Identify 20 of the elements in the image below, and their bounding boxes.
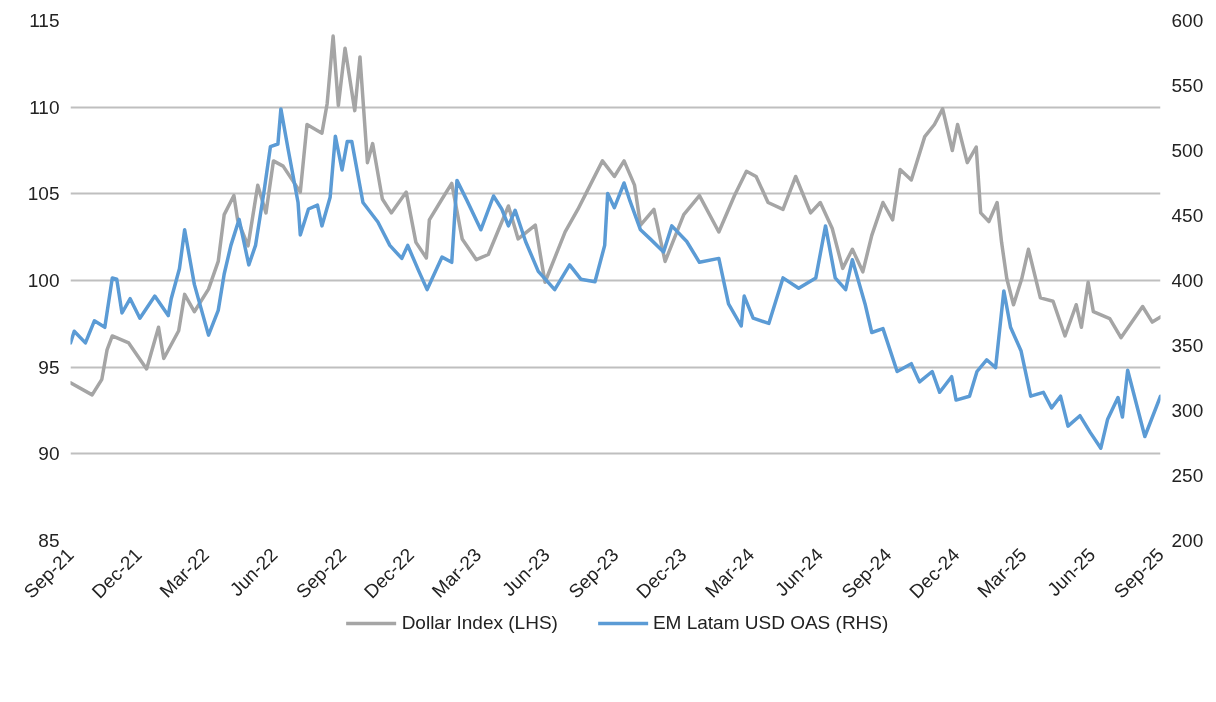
y-tick-label: 85 <box>38 530 60 551</box>
y2-tick-label: 300 <box>1171 400 1204 421</box>
y-tick-label: 110 <box>29 96 60 118</box>
y-tick-label: 100 <box>27 270 60 291</box>
y-tick-label: 90 <box>38 443 60 465</box>
legend-label: Dollar Index (LHS) <box>401 612 558 634</box>
y2-tick-label: 250 <box>1171 465 1204 486</box>
y2-tick-label: 600 <box>1171 10 1204 31</box>
y-tick-label: 95 <box>38 356 60 378</box>
y2-tick-label: 550 <box>1171 75 1204 96</box>
line-series <box>70 107 1161 450</box>
line-series <box>70 34 1161 397</box>
y2-tick-label: 500 <box>1171 140 1204 161</box>
y2-tick-label: 350 <box>1171 335 1204 356</box>
y2-tick-label: 450 <box>1171 205 1204 226</box>
legend-label: EM Latam USD OAS (RHS) <box>652 612 889 634</box>
y-tick-label: 115 <box>29 10 60 31</box>
y2-tick-label: 400 <box>1171 270 1204 291</box>
y-tick-label: 105 <box>27 183 60 205</box>
y2-tick-label: 200 <box>1171 530 1204 551</box>
